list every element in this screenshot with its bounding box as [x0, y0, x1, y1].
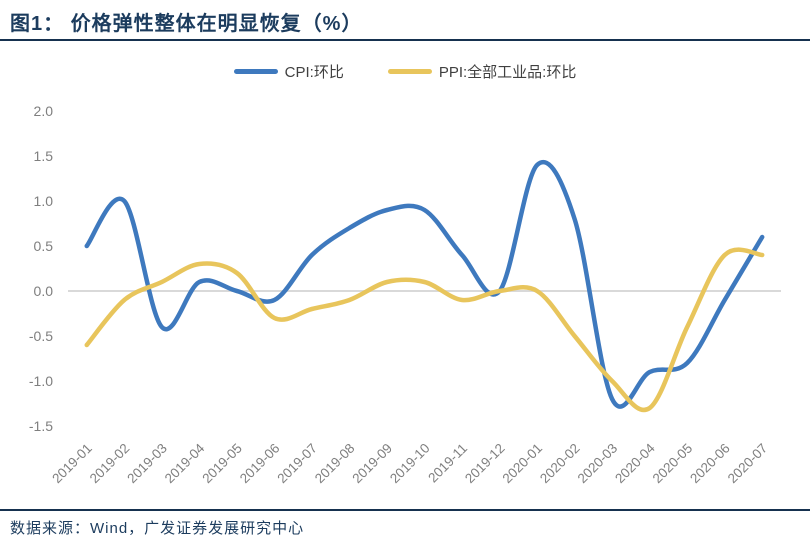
- chart-legend: CPI:环比 PPI:全部工业品:环比: [0, 61, 810, 82]
- legend-item-ppi: PPI:全部工业品:环比: [387, 61, 577, 82]
- y-axis-label: -1.5: [29, 418, 53, 434]
- legend-label-ppi: PPI:全部工业品:环比: [438, 64, 577, 81]
- x-axis-label: 2020-07: [725, 441, 771, 487]
- x-axis-label: 2019-12: [462, 441, 508, 487]
- x-axis-label: 2019-08: [312, 441, 358, 487]
- y-axis-label: -0.5: [29, 328, 53, 344]
- x-axis-label: 2019-07: [274, 441, 320, 487]
- x-axis-label: 2019-03: [124, 441, 170, 487]
- y-axis-label: 2.0: [34, 103, 54, 119]
- x-axis-label: 2020-06: [687, 441, 733, 487]
- y-axis-label: 0.0: [34, 283, 54, 299]
- data-source-note: 数据来源：Wind，广发证券发展研究中心: [10, 520, 305, 537]
- x-axis-label: 2020-05: [650, 441, 696, 487]
- x-axis-label: 2020-01: [500, 441, 546, 487]
- x-axis-label: 2019-11: [425, 441, 470, 486]
- x-axis-label: 2020-02: [537, 441, 583, 487]
- x-axis-label: 2019-01: [49, 441, 95, 487]
- x-axis-label: 2020-04: [612, 440, 658, 486]
- x-axis-label: 2019-10: [387, 441, 433, 487]
- cpi-line: [84, 160, 765, 409]
- y-axis-label: 1.0: [34, 193, 54, 209]
- cpi-line-swatch-icon: [233, 69, 278, 74]
- y-axis-label: 1.5: [34, 148, 54, 164]
- x-axis-label: 2019-02: [87, 441, 133, 487]
- x-axis-label: 2019-04: [162, 440, 208, 486]
- x-axis-label: 2019-05: [199, 441, 245, 487]
- x-axis-label: 2020-03: [575, 441, 621, 487]
- y-axis-label: -1.0: [29, 373, 53, 389]
- x-axis-label: 2019-06: [237, 441, 283, 487]
- ppi-line: [84, 247, 765, 413]
- x-axis-label: 2019-09: [349, 441, 395, 487]
- legend-label-cpi: CPI:环比: [284, 64, 344, 81]
- footer-divider: [0, 509, 810, 511]
- title-divider: [0, 39, 810, 41]
- page-title: 图1： 价格弹性整体在明显恢复（%）: [10, 13, 363, 35]
- ppi-line-swatch-icon: [387, 69, 432, 74]
- y-axis-label: 0.5: [34, 238, 54, 254]
- legend-item-cpi: CPI:环比: [233, 61, 344, 82]
